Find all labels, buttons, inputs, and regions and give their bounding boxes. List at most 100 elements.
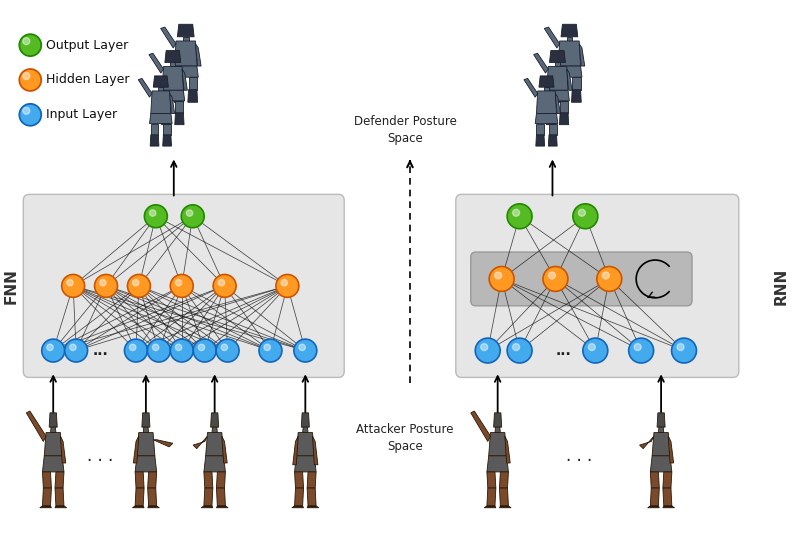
- Polygon shape: [549, 123, 557, 135]
- Polygon shape: [150, 123, 158, 135]
- Polygon shape: [170, 62, 175, 66]
- Polygon shape: [650, 488, 659, 506]
- Polygon shape: [657, 413, 665, 427]
- Circle shape: [281, 279, 287, 286]
- Polygon shape: [579, 44, 585, 66]
- Polygon shape: [302, 427, 308, 433]
- Polygon shape: [572, 77, 581, 90]
- Circle shape: [578, 209, 586, 216]
- Polygon shape: [60, 436, 66, 463]
- Polygon shape: [50, 427, 56, 433]
- Polygon shape: [537, 91, 557, 114]
- Polygon shape: [170, 93, 174, 114]
- Polygon shape: [505, 436, 510, 463]
- Circle shape: [23, 107, 30, 114]
- Polygon shape: [535, 114, 558, 123]
- Circle shape: [213, 274, 236, 297]
- Polygon shape: [42, 472, 51, 488]
- Polygon shape: [182, 69, 187, 90]
- Circle shape: [198, 344, 205, 350]
- Polygon shape: [162, 135, 171, 146]
- Polygon shape: [499, 488, 509, 506]
- Circle shape: [677, 343, 684, 350]
- Polygon shape: [648, 506, 659, 508]
- Polygon shape: [663, 506, 674, 508]
- Polygon shape: [548, 135, 557, 146]
- Circle shape: [19, 104, 42, 125]
- Circle shape: [513, 209, 519, 216]
- Polygon shape: [307, 506, 318, 508]
- Polygon shape: [154, 76, 168, 87]
- Polygon shape: [560, 101, 568, 113]
- Polygon shape: [487, 488, 496, 506]
- Polygon shape: [153, 439, 173, 447]
- Polygon shape: [55, 488, 64, 506]
- Polygon shape: [313, 436, 318, 465]
- Circle shape: [264, 344, 270, 350]
- Polygon shape: [302, 413, 310, 427]
- Circle shape: [489, 266, 514, 292]
- Polygon shape: [44, 433, 62, 456]
- Polygon shape: [135, 456, 157, 472]
- Circle shape: [276, 274, 299, 297]
- Circle shape: [602, 272, 610, 279]
- Polygon shape: [204, 472, 213, 488]
- Circle shape: [153, 344, 159, 350]
- Polygon shape: [539, 76, 554, 87]
- Polygon shape: [307, 488, 316, 506]
- Circle shape: [175, 279, 182, 286]
- FancyBboxPatch shape: [23, 194, 344, 378]
- Polygon shape: [222, 436, 227, 463]
- Circle shape: [94, 274, 118, 297]
- Circle shape: [147, 339, 170, 362]
- Polygon shape: [55, 472, 64, 488]
- Polygon shape: [294, 472, 303, 488]
- Circle shape: [583, 338, 608, 363]
- Polygon shape: [162, 66, 183, 90]
- Polygon shape: [555, 93, 560, 114]
- Circle shape: [23, 73, 30, 80]
- Circle shape: [507, 338, 532, 363]
- Polygon shape: [534, 53, 548, 73]
- Polygon shape: [150, 135, 159, 146]
- Polygon shape: [201, 506, 213, 508]
- Polygon shape: [558, 77, 566, 90]
- Polygon shape: [189, 77, 197, 90]
- Polygon shape: [524, 78, 538, 97]
- Polygon shape: [204, 456, 226, 472]
- Circle shape: [62, 274, 85, 297]
- Circle shape: [175, 344, 182, 350]
- Circle shape: [65, 339, 87, 362]
- Polygon shape: [148, 488, 157, 506]
- Circle shape: [218, 279, 225, 286]
- Polygon shape: [158, 87, 163, 91]
- Circle shape: [597, 266, 622, 292]
- Polygon shape: [547, 101, 555, 113]
- Polygon shape: [484, 506, 496, 508]
- Polygon shape: [142, 413, 150, 427]
- Polygon shape: [294, 456, 316, 472]
- Polygon shape: [135, 472, 144, 488]
- Polygon shape: [161, 90, 185, 101]
- Polygon shape: [212, 427, 218, 433]
- Polygon shape: [165, 51, 181, 62]
- Polygon shape: [143, 427, 149, 433]
- Polygon shape: [652, 433, 670, 456]
- Circle shape: [629, 338, 654, 363]
- Polygon shape: [193, 436, 207, 449]
- Polygon shape: [134, 436, 138, 463]
- Polygon shape: [650, 456, 672, 472]
- Polygon shape: [150, 91, 171, 114]
- Polygon shape: [639, 436, 654, 449]
- Polygon shape: [150, 114, 172, 123]
- Circle shape: [543, 266, 568, 292]
- Polygon shape: [537, 123, 544, 135]
- Polygon shape: [571, 90, 582, 103]
- Polygon shape: [555, 62, 560, 66]
- Polygon shape: [559, 113, 569, 124]
- Text: RNN: RNN: [773, 268, 788, 304]
- Polygon shape: [292, 506, 303, 508]
- Polygon shape: [42, 488, 51, 506]
- Polygon shape: [470, 411, 490, 442]
- Polygon shape: [183, 37, 189, 41]
